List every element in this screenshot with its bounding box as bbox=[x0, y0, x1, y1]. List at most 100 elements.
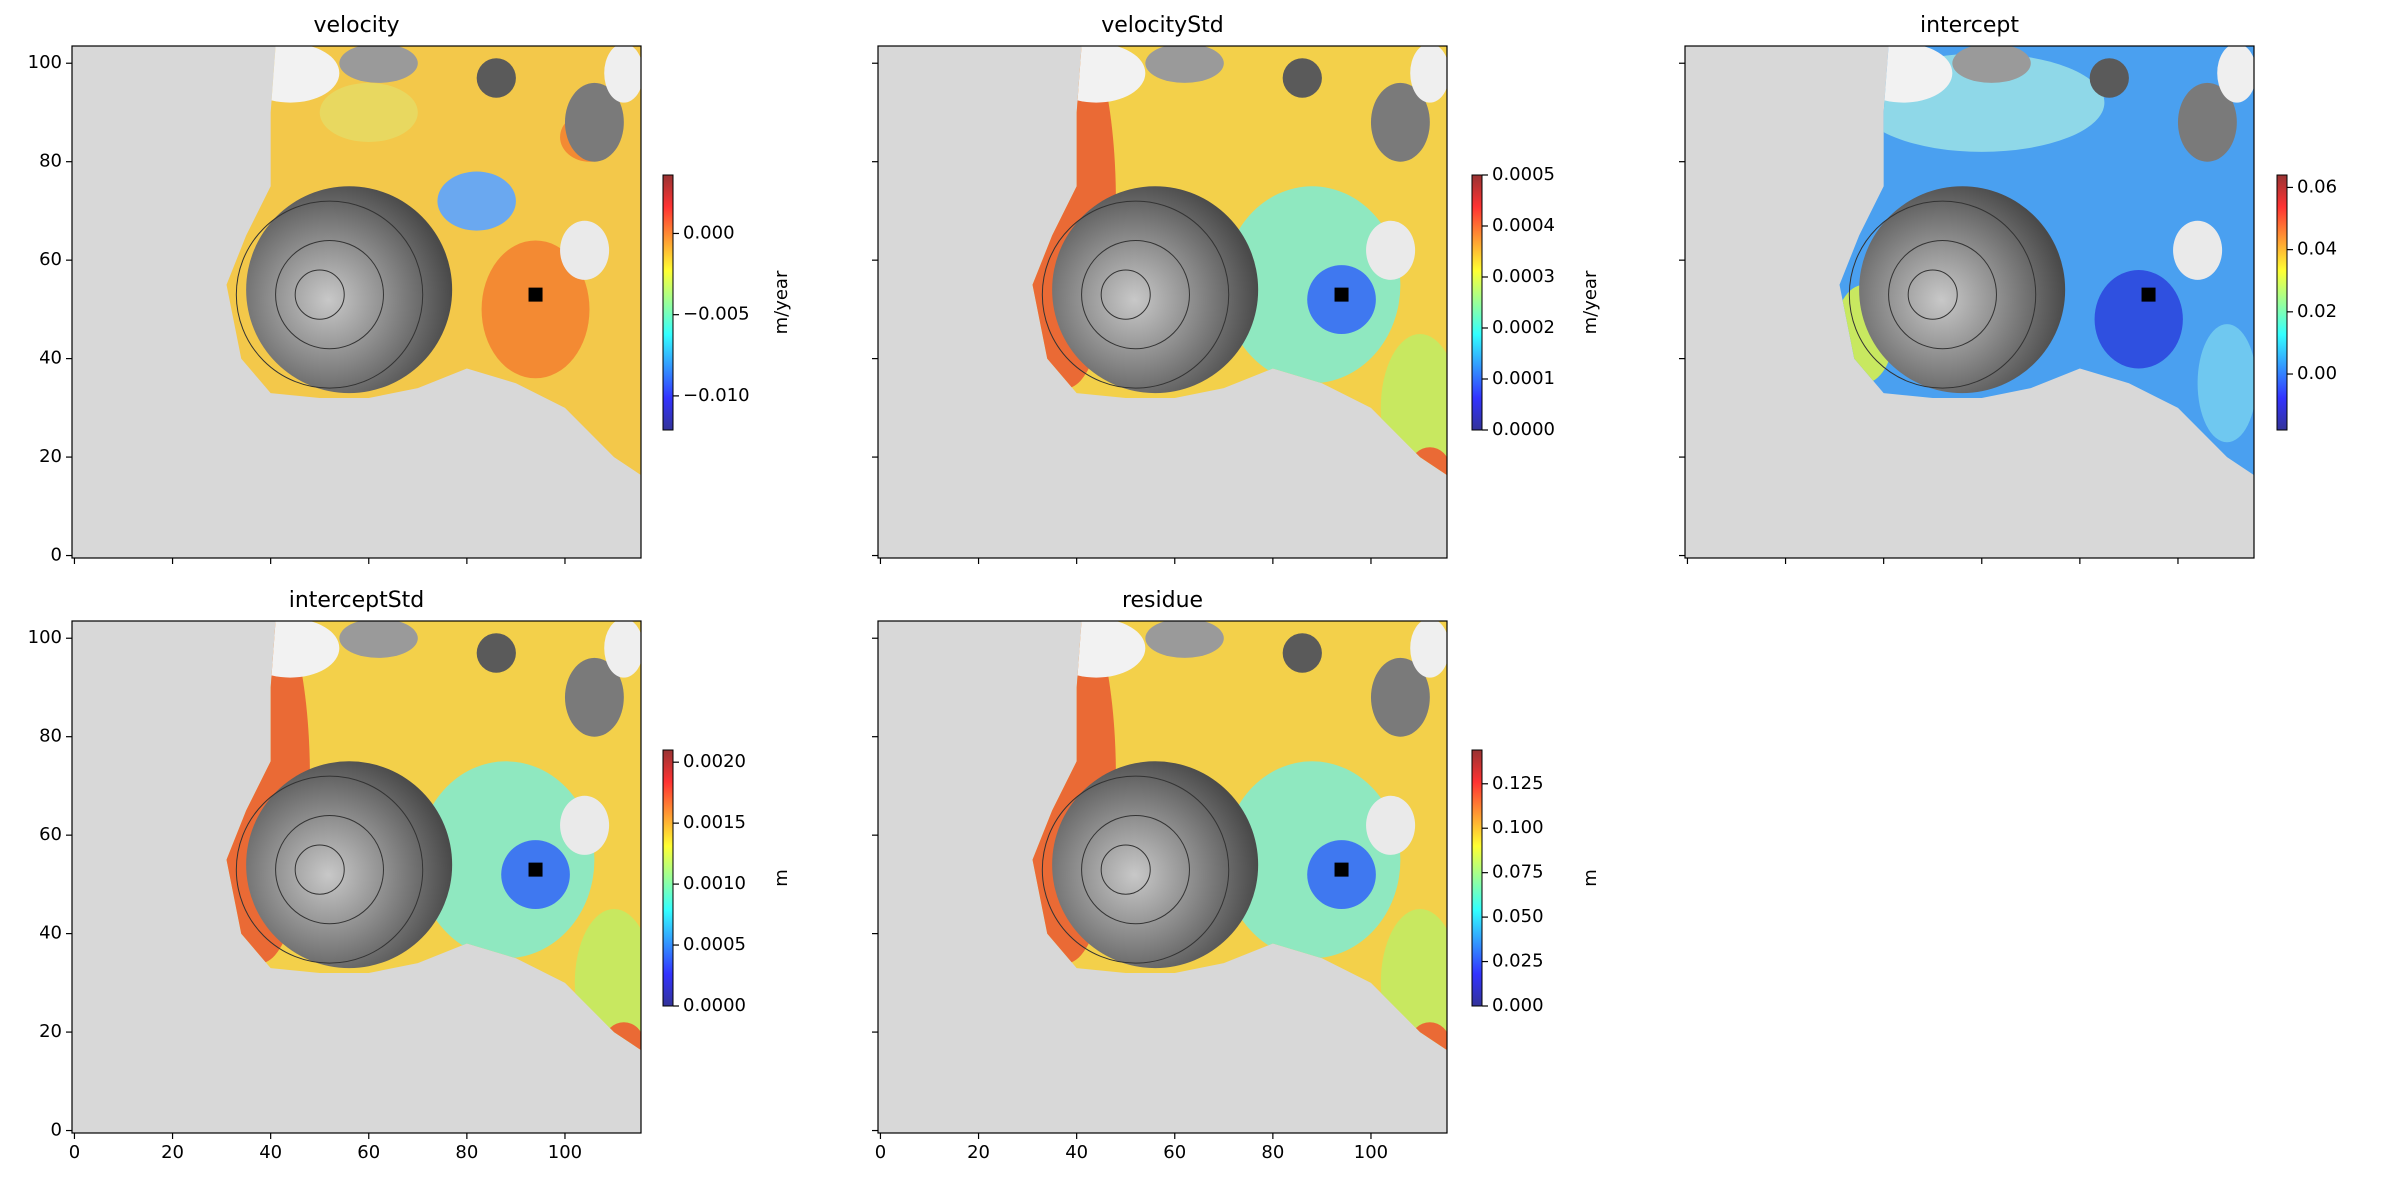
region-patch bbox=[481, 240, 590, 379]
terrain-patch bbox=[560, 220, 610, 280]
x-tick-label: 20 bbox=[161, 1142, 184, 1163]
colorbar bbox=[2276, 174, 2288, 431]
y-tick-label: 60 bbox=[39, 249, 62, 270]
y-tick-label: 80 bbox=[39, 726, 62, 747]
axes-frame bbox=[877, 45, 1448, 559]
contour bbox=[1041, 775, 1230, 964]
image bbox=[878, 621, 1447, 1133]
terrain-patch bbox=[564, 82, 624, 162]
terrain-patch bbox=[1410, 46, 1447, 103]
x-tick-label: 80 bbox=[1261, 1142, 1284, 1163]
y-tick-label: 20 bbox=[39, 1021, 62, 1042]
terrain-patch bbox=[1145, 46, 1224, 83]
subplot: interceptStd 0 20 40 60 80 100 0 20 40 60 80 100 0.00… bbox=[28, 588, 792, 1163]
subplot: velocityStd 0.0000 0.0001 0.0002 0.0003 0.000… bbox=[872, 13, 1601, 564]
subplot: intercept 0.00 0.02 0.04 0.06 m bbox=[1679, 13, 2391, 564]
terrain-patch bbox=[1366, 795, 1416, 855]
terrain-patch bbox=[564, 657, 624, 737]
y-tick-label: 0 bbox=[51, 545, 62, 566]
y-tick-label: 80 bbox=[39, 151, 62, 172]
subplot: velocity 0 20 40 60 80 100 −0.010 −0.005 0.000 m/y… bbox=[28, 13, 792, 566]
terrain-patch bbox=[2177, 82, 2237, 162]
colorbar-tick-label: 0.06 bbox=[2297, 176, 2337, 197]
subplot-title: interceptStd bbox=[289, 588, 425, 613]
contour bbox=[294, 269, 345, 320]
region-patch bbox=[2094, 270, 2183, 369]
colorbar-tick-label: 0.04 bbox=[2297, 239, 2337, 260]
x-tick-label: 100 bbox=[548, 1142, 582, 1163]
colorbar-label: m bbox=[1580, 869, 1601, 887]
reference-point bbox=[528, 287, 543, 302]
colorbar bbox=[662, 174, 674, 431]
contour bbox=[235, 200, 424, 389]
colorbar-tick-label: 0.0003 bbox=[1492, 266, 1555, 287]
terrain-patch bbox=[1410, 621, 1447, 678]
subplot-title: residue bbox=[1122, 588, 1203, 613]
y-tick-label: 0 bbox=[51, 1120, 62, 1141]
colorbar-label: m/year bbox=[771, 270, 792, 334]
region-patch bbox=[2197, 324, 2254, 443]
colorbar-tick-label: 0.00 bbox=[2297, 363, 2337, 384]
terrain-patch bbox=[604, 621, 641, 678]
colorbar bbox=[1471, 749, 1483, 1007]
reference-point bbox=[1334, 862, 1349, 877]
terrain-patch bbox=[2089, 58, 2129, 98]
terrain-patch bbox=[1366, 220, 1416, 280]
image bbox=[72, 621, 641, 1133]
terrain-patch bbox=[1370, 82, 1430, 162]
volcano bbox=[246, 186, 453, 394]
terrain-patch bbox=[560, 795, 610, 855]
axes-frame bbox=[71, 620, 642, 1134]
colorbar bbox=[662, 749, 674, 1007]
subplot-title: intercept bbox=[1920, 13, 2019, 38]
contour bbox=[1907, 269, 1958, 320]
reference-point bbox=[2141, 287, 2156, 302]
image bbox=[72, 46, 641, 558]
contour bbox=[275, 814, 384, 925]
reference-point bbox=[528, 862, 543, 877]
colorbar-tick-label: 0.0005 bbox=[683, 934, 746, 955]
x-tick-label: 60 bbox=[357, 1142, 380, 1163]
image bbox=[1685, 46, 2254, 558]
terrain-patch bbox=[604, 46, 641, 103]
colorbar-tick-label: 0.0005 bbox=[1492, 164, 1555, 185]
contour bbox=[1888, 239, 1997, 350]
colorbar-tick-label: 0.0020 bbox=[683, 751, 746, 772]
colorbar-tick-label: 0.000 bbox=[1492, 995, 1544, 1016]
terrain-patch bbox=[1145, 621, 1224, 658]
y-tick-label: 60 bbox=[39, 824, 62, 845]
colorbar-tick-label: 0.025 bbox=[1492, 951, 1544, 972]
y-tick-label: 40 bbox=[39, 923, 62, 944]
volcano bbox=[246, 761, 453, 969]
y-tick-label: 40 bbox=[39, 348, 62, 369]
y-tick-label: 20 bbox=[39, 446, 62, 467]
volcano bbox=[1052, 186, 1259, 394]
subplot-title: velocity bbox=[314, 13, 400, 38]
colorbar-tick-label: 0.000 bbox=[683, 222, 735, 243]
region-patch bbox=[437, 171, 516, 231]
terrain-patch bbox=[339, 621, 418, 658]
colorbar-tick-label: 0.0010 bbox=[683, 873, 746, 894]
colorbar-tick-label: 0.100 bbox=[1492, 817, 1544, 838]
volcano bbox=[1859, 186, 2066, 394]
terrain-patch bbox=[1952, 46, 2031, 83]
subplot-title: velocityStd bbox=[1101, 13, 1224, 38]
axes-frame bbox=[877, 620, 1448, 1134]
colorbar-label: m bbox=[771, 869, 792, 887]
colorbar-tick-label: −0.005 bbox=[683, 304, 750, 325]
colorbar-label: m/year bbox=[1580, 270, 1601, 334]
colorbar-tick-label: −0.010 bbox=[683, 385, 750, 406]
contour bbox=[294, 844, 345, 895]
y-tick-label: 100 bbox=[28, 52, 62, 73]
x-tick-label: 40 bbox=[1065, 1142, 1088, 1163]
terrain-patch bbox=[339, 46, 418, 83]
axes-frame bbox=[71, 45, 642, 559]
colorbar-tick-label: 0.0004 bbox=[1492, 215, 1555, 236]
reference-point bbox=[1334, 287, 1349, 302]
subplot: residue 0 20 40 60 80 100 0.000 0.025 0.050 0.075 0… bbox=[872, 588, 1601, 1163]
colorbar-tick-label: 0.075 bbox=[1492, 862, 1544, 883]
colorbar-tick-label: 0.02 bbox=[2297, 301, 2337, 322]
x-tick-label: 80 bbox=[455, 1142, 478, 1163]
x-tick-label: 20 bbox=[967, 1142, 990, 1163]
